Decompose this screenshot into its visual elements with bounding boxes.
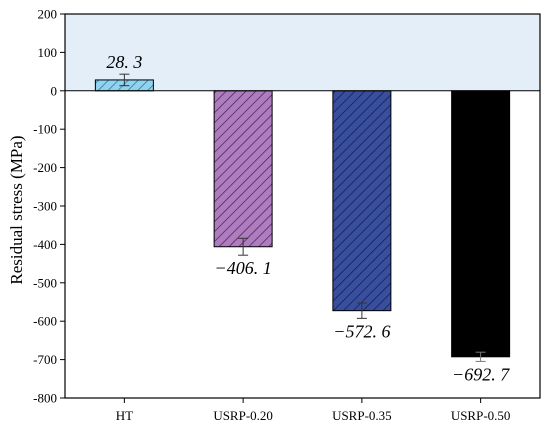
- y-tick-label: -400: [33, 237, 57, 252]
- y-tick-label: -700: [33, 352, 57, 367]
- data-labels-group: 28. 3 −406. 1 −572. 6 −692. 7: [106, 52, 510, 384]
- y-axis-label: Residual stress (MPa): [7, 135, 26, 284]
- y-tick-label: -300: [33, 199, 57, 214]
- x-axis-ticks: HT USRP-0.20 USRP-0.35 USRP-0.50: [116, 398, 511, 423]
- y-axis-ticks: 200 100 0 -100 -200 -300 -400 -500 -600 -700 -800: [33, 7, 65, 406]
- x-tick-label: USRP-0.50: [451, 408, 511, 423]
- positive-stress-region: [65, 14, 540, 91]
- y-tick-label: -600: [33, 314, 57, 329]
- x-tick-label: HT: [116, 408, 133, 423]
- data-label: −406. 1: [215, 258, 272, 278]
- bar-usrp-0-50: [451, 90, 511, 358]
- x-tick-label: USRP-0.35: [332, 408, 392, 423]
- bars-group: [94, 79, 511, 358]
- data-label: −572. 6: [333, 321, 390, 341]
- y-tick-label: -500: [33, 275, 57, 290]
- bar-usrp-0-20: [213, 90, 273, 248]
- x-tick-label: USRP-0.20: [213, 408, 273, 423]
- y-tick-label: -200: [33, 160, 57, 175]
- error-bar: [356, 302, 367, 319]
- data-label: −692. 7: [452, 364, 510, 384]
- y-tick-label: -100: [33, 122, 57, 137]
- bar-usrp-0-35: [332, 90, 392, 312]
- error-bar: [475, 351, 486, 362]
- y-tick-label: 200: [38, 7, 58, 22]
- error-bar: [238, 237, 249, 256]
- y-tick-label: 0: [51, 83, 58, 98]
- y-tick-label: 100: [38, 45, 58, 60]
- error-bar: [119, 73, 130, 87]
- y-tick-label: -800: [33, 391, 57, 406]
- error-bars-group: [119, 73, 486, 362]
- data-label: 28. 3: [106, 52, 142, 72]
